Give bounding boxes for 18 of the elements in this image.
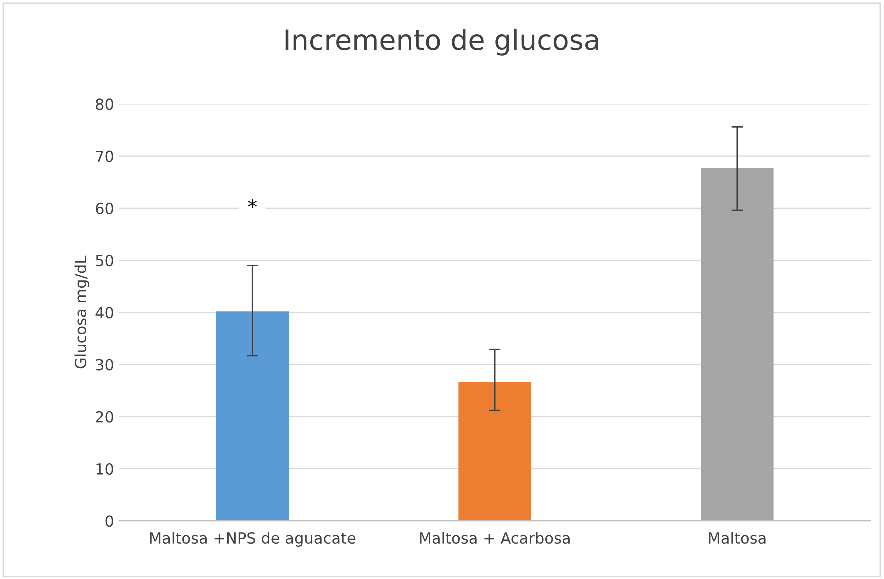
y-tick-label: 10 <box>96 463 114 476</box>
y-tick-label: 40 <box>96 307 114 319</box>
y-tick-label: 70 <box>96 150 114 162</box>
bar <box>701 168 774 522</box>
chart-title: Incremento de glucosa <box>286 28 598 56</box>
annotation: * <box>248 199 257 208</box>
x-tick-label: Maltosa + Acarbosa <box>420 532 570 544</box>
y-tick-label: 30 <box>96 359 114 371</box>
y-tick-label: 50 <box>96 255 114 267</box>
y-tick-label: 0 <box>106 516 114 528</box>
bar <box>216 312 290 522</box>
x-tick-label: Maltosa <box>709 532 766 544</box>
y-axis-title: Glucosa mg/dL <box>74 256 90 369</box>
y-tick-label: 60 <box>96 202 114 214</box>
bar <box>458 382 532 522</box>
x-tick-label: Maltosa +NPS de aguacate <box>150 532 356 547</box>
y-tick-label: 80 <box>96 98 114 110</box>
y-tick-label: 20 <box>96 411 114 423</box>
